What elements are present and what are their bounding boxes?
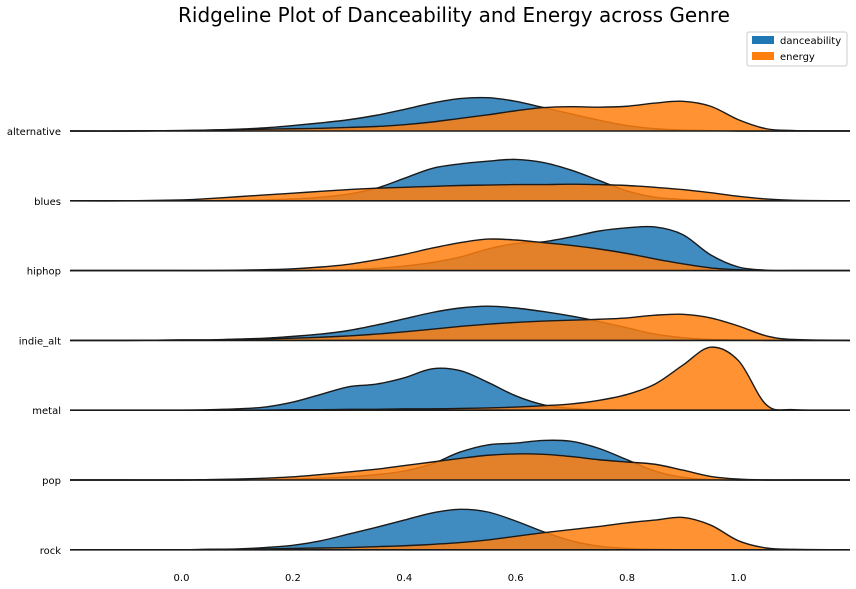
outline-pop-energy [70, 453, 850, 481]
area-pop-energy [70, 453, 850, 481]
area-blues-danceability [70, 159, 850, 201]
genre-label-blues: blues [34, 197, 61, 208]
x-tick-label: 0.2 [285, 573, 301, 584]
area-blues-energy [70, 184, 850, 201]
legend-label-energy: energy [780, 52, 815, 63]
ridge-indie_alt: indie_alt [19, 305, 851, 347]
legend-label-danceability: danceability [780, 36, 841, 47]
chart-title: Ridgeline Plot of Danceability and Energ… [178, 3, 730, 27]
area-rock-danceability [70, 509, 850, 550]
genre-label-alternative: alternative [7, 127, 61, 138]
ridge-hiphop: hiphop [27, 225, 851, 278]
genre-label-pop: pop [42, 476, 61, 487]
legend-swatch-danceability [752, 36, 774, 44]
x-tick-label: 0.8 [619, 573, 635, 584]
outline-blues-energy [69, 183, 851, 202]
outline-indie_alt-energy [69, 313, 851, 342]
ridge-alternative: alternative [7, 96, 851, 138]
x-tick-label: 0.4 [396, 573, 412, 584]
area-alternative-danceability [70, 97, 850, 132]
x-tick-label: 0.6 [508, 573, 524, 584]
area-metal-energy [70, 347, 850, 411]
genre-label-metal: metal [32, 406, 61, 417]
x-tick-label: 1.0 [731, 573, 747, 584]
legend-swatch-energy [752, 52, 774, 60]
area-indie_alt-energy [70, 314, 850, 341]
ridge-blues: blues [34, 158, 851, 208]
genre-label-hiphop: hiphop [27, 267, 61, 278]
genre-label-indie_alt: indie_alt [19, 336, 61, 347]
area-alternative-energy [70, 101, 850, 132]
area-indie_alt-danceability [70, 306, 850, 341]
area-rock-energy [70, 517, 850, 550]
outline-alternative-energy [69, 100, 851, 132]
ridge-metal: metal [32, 346, 851, 417]
area-hiphop-energy [70, 238, 850, 271]
x-tick-label: 0.0 [174, 573, 190, 584]
genre-label-rock: rock [40, 546, 62, 557]
legend: danceability energy [746, 31, 848, 67]
area-metal-danceability [70, 368, 850, 411]
ridge-pop: pop [42, 439, 850, 487]
x-axis: 0.0 0.2 0.4 0.6 0.8 1.0 [174, 573, 747, 584]
ridge-rock: rock [40, 508, 851, 557]
